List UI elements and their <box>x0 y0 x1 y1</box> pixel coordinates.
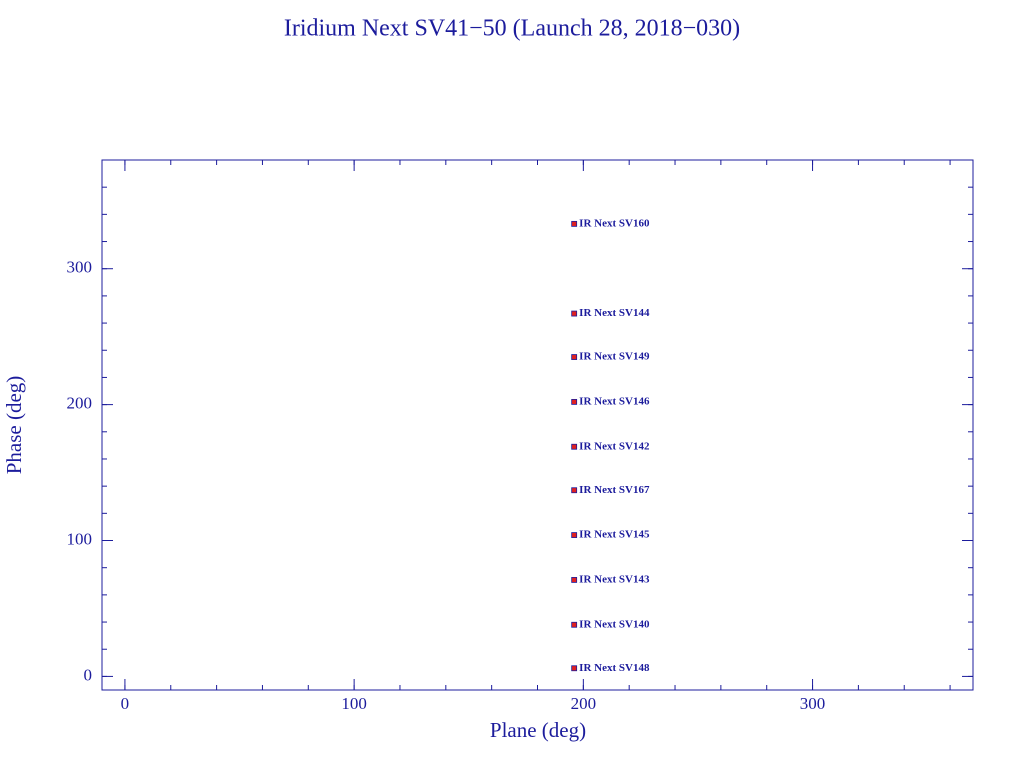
y-tick-label: 100 <box>67 529 93 548</box>
chart-title: Iridium Next SV41−50 (Launch 28, 2018−03… <box>284 16 740 42</box>
point-label: IR Next SV149 <box>579 351 650 363</box>
point-label: IR Next SV146 <box>579 395 650 407</box>
point-label: IR Next SV140 <box>579 618 650 630</box>
point <box>571 621 578 628</box>
point-label: IR Next SV148 <box>579 662 650 674</box>
plot-frame <box>101 159 974 691</box>
point-label: IR Next SV143 <box>579 573 650 585</box>
point-label: IR Next SV145 <box>579 529 650 541</box>
y-tick-label: 0 <box>84 665 93 684</box>
x-tick-label: 200 <box>571 694 597 713</box>
point <box>571 577 578 583</box>
x-tick-label: 100 <box>341 694 367 713</box>
y-tick-label: 200 <box>67 394 93 413</box>
point <box>571 310 578 317</box>
y-axis-label: Phase (deg) <box>2 376 26 475</box>
point-label: IR Next SV160 <box>579 217 650 229</box>
x-tick-label: 300 <box>800 694 826 713</box>
point <box>571 443 578 450</box>
x-axis-label: Plane (deg) <box>490 718 586 742</box>
point <box>571 398 578 405</box>
point-label: IR Next SV142 <box>579 440 650 452</box>
point-label: IR Next SV167 <box>579 484 650 496</box>
point <box>571 532 578 538</box>
point <box>571 665 578 672</box>
point-label: IR Next SV144 <box>579 307 650 319</box>
y-tick-label: 300 <box>67 258 93 277</box>
point <box>571 220 578 227</box>
point <box>571 487 578 494</box>
x-tick-label: 0 <box>121 694 130 713</box>
point <box>571 354 578 360</box>
